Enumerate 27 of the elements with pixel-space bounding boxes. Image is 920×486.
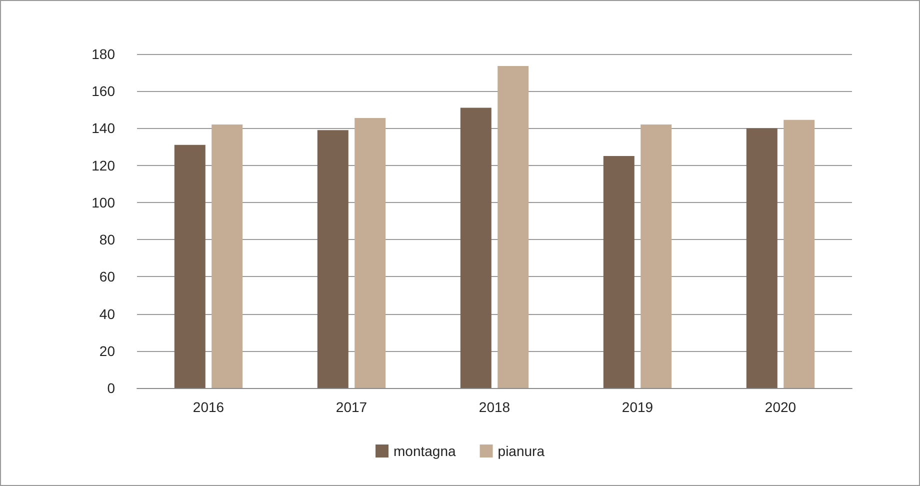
- y-tick-label: 180: [92, 46, 116, 62]
- y-tick-label: 80: [99, 232, 116, 248]
- x-tick-label: 2019: [622, 399, 654, 415]
- x-tick-label: 2020: [764, 399, 796, 415]
- bar: [640, 124, 672, 388]
- bar: [212, 124, 243, 388]
- y-tick-label: 140: [92, 120, 116, 136]
- bar: [784, 120, 815, 388]
- bar: [174, 144, 206, 388]
- y-tick-label: 60: [99, 268, 116, 285]
- bar: [746, 128, 778, 388]
- x-tick-label: 2018: [478, 399, 510, 415]
- y-tick-label: 160: [92, 83, 116, 100]
- legend-label: pianura: [498, 443, 545, 459]
- y-tick-label: 100: [92, 194, 116, 210]
- x-tick-label: 2017: [336, 399, 368, 415]
- bar: [460, 108, 492, 388]
- bar: [603, 156, 634, 388]
- legend-label: montagna: [394, 443, 456, 459]
- y-tick-label: 0: [107, 380, 116, 396]
- x-tick-label: 2016: [192, 399, 224, 415]
- bar: [498, 66, 529, 388]
- y-tick-label: 120: [92, 157, 116, 174]
- y-tick-label: 20: [99, 342, 116, 359]
- bar: [317, 130, 348, 388]
- bar: [354, 118, 386, 388]
- y-tick-label: 40: [99, 306, 116, 322]
